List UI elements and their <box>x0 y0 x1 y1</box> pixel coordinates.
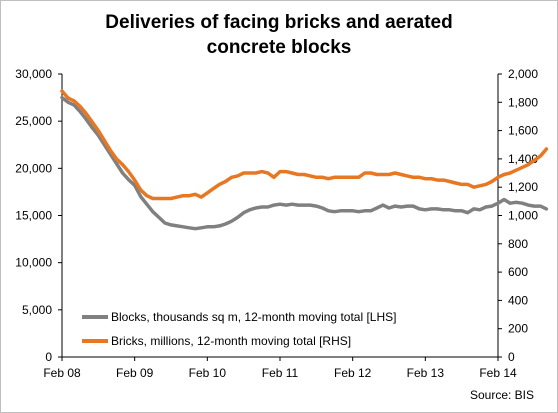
legend-swatch-bricks <box>82 339 108 343</box>
x-tick-label: Feb 12 <box>334 366 372 380</box>
legend-item-blocks: Blocks, thousands sq m, 12-month moving … <box>82 305 396 329</box>
y-left-tick-label: 5,000 <box>22 303 52 317</box>
x-tick-label: Feb 08 <box>43 366 81 380</box>
y-right-tick-label: 400 <box>508 293 528 307</box>
y-left-tick-label: 15,000 <box>15 209 52 223</box>
y-left-tick-label: 0 <box>45 350 52 364</box>
y-left-tick-label: 30,000 <box>15 67 52 81</box>
x-tick-label: Feb 11 <box>262 366 299 380</box>
x-tick-label: Feb 13 <box>407 366 445 380</box>
y-right-tick-label: 800 <box>508 237 528 251</box>
legend-label-blocks: Blocks, thousands sq m, 12-month moving … <box>111 310 397 324</box>
series-line-blocks <box>60 95 549 231</box>
y-right-tick-label: 200 <box>508 322 528 336</box>
y-right-tick-label: 600 <box>508 265 528 279</box>
legend-swatch-blocks <box>82 315 108 319</box>
x-tick-label: Feb 09 <box>116 366 154 380</box>
chart-title-line-1: Deliveries of facing bricks and aerated <box>105 12 453 33</box>
chart-title: Deliveries of facing bricks and aerated … <box>0 10 558 60</box>
y-right-tick-label: 2,000 <box>508 67 538 81</box>
y-left-tick-label: 25,000 <box>15 114 52 128</box>
legend: Blocks, thousands sq m, 12-month moving … <box>82 305 396 353</box>
legend-label-bricks: Bricks, millions, 12-month moving total … <box>111 334 352 348</box>
x-tick-label: Feb 10 <box>189 366 227 380</box>
chart-title-line-2: concrete blocks <box>206 37 352 58</box>
y-right-tick-label: 1,800 <box>508 95 538 109</box>
series-line-bricks <box>60 89 549 201</box>
y-left-tick-label: 10,000 <box>15 256 52 270</box>
x-tick-label: Feb 14 <box>479 366 517 380</box>
y-right-tick-label: 0 <box>508 350 515 364</box>
legend-item-bricks: Bricks, millions, 12-month moving total … <box>82 329 396 353</box>
y-right-tick-label: 1,200 <box>508 180 538 194</box>
y-left-tick-label: 20,000 <box>15 161 52 175</box>
y-right-tick-label: 1,600 <box>508 124 538 138</box>
y-right-tick-label: 1,000 <box>508 209 538 223</box>
source-note: Source: BIS <box>469 388 534 402</box>
